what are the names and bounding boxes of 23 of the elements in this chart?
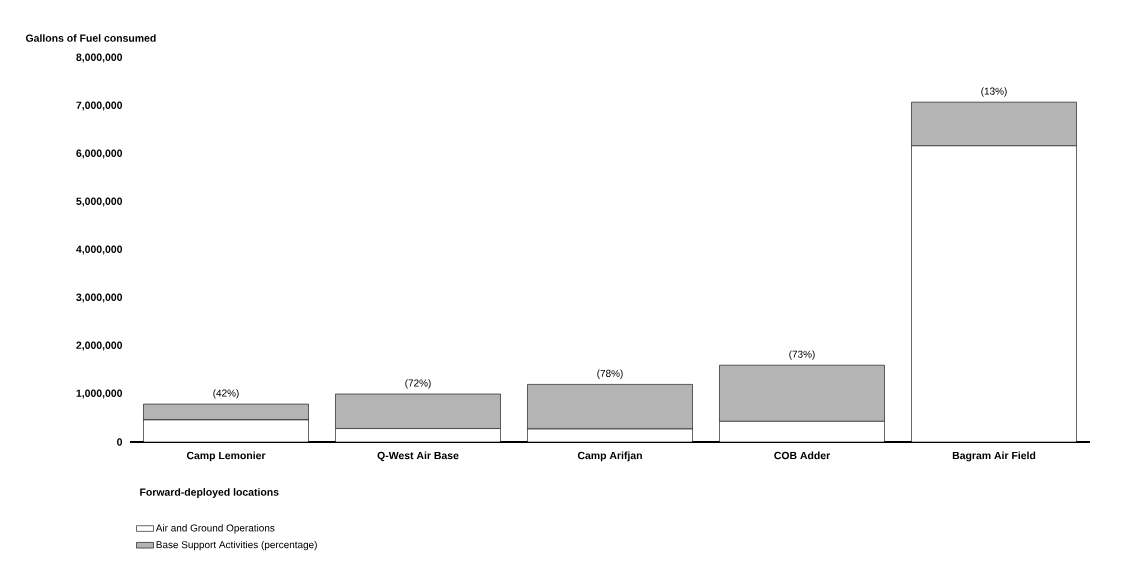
y-tick-label: 0 [117, 438, 123, 446]
x-tick-label: Camp Arifjan [577, 451, 642, 462]
annotation: (42%) [213, 389, 239, 399]
legend-label: Air and Ground Operations [155, 524, 275, 534]
x-tick-label: COB Adder [774, 451, 831, 460]
y-tick-label: 6,000,000 [76, 149, 123, 159]
y-tick-label: 7,000,000 [76, 101, 123, 111]
x-tick-label: Bagram Air Field [952, 451, 1036, 462]
y-tick-label: 3,000,000 [76, 293, 123, 303]
legend-label: Base Support Activities (percentage) [156, 540, 317, 551]
annotation: (13%) [981, 87, 1007, 97]
x-tick-label: Q-West Air Base [377, 451, 459, 462]
annotation: (72%) [405, 379, 431, 389]
y-tick-label: 8,000,000 [76, 53, 123, 63]
x-tick-label: Camp Lemonier [186, 451, 266, 462]
y-tick-label: 5,000,000 [76, 197, 123, 207]
y-tick-label: 1,000,000 [76, 389, 123, 399]
y-tick-label: 4,000,000 [76, 245, 123, 255]
y-axis-title: Gallons of Fuel consumed [25, 34, 156, 42]
annotation: (73%) [789, 350, 815, 360]
annotation: (78%) [597, 369, 623, 379]
y-tick-label: 2,000,000 [76, 341, 123, 351]
x-axis-title: Forward-deployed locations [140, 488, 279, 498]
